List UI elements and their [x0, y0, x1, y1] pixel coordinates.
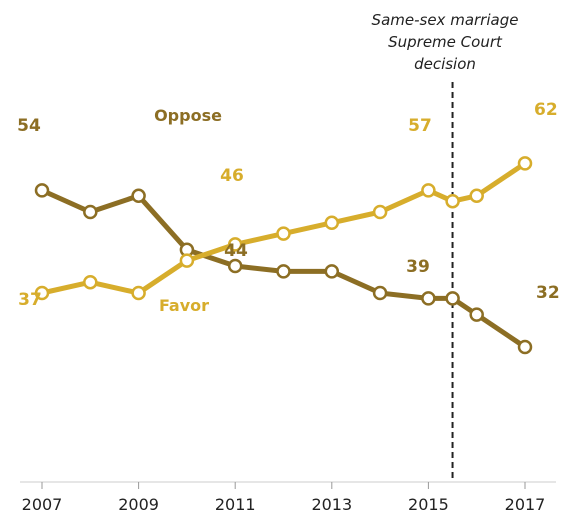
- point-oppose-11: [517, 339, 533, 355]
- point-oppose-6: [324, 264, 340, 279]
- x-tick-label-2007: 2007: [22, 495, 63, 514]
- point-oppose-7: [372, 285, 388, 301]
- point-favor-6: [324, 215, 340, 231]
- favor-label-mid: 46: [220, 166, 244, 186]
- favor-label-last: 62: [534, 100, 558, 120]
- x-tick-label-2011: 2011: [215, 495, 256, 514]
- point-oppose-9: [445, 291, 460, 306]
- point-favor-1: [83, 274, 98, 290]
- point-favor-2: [131, 285, 146, 301]
- point-favor-8: [421, 183, 436, 198]
- annotation-line-1: Same-sex marriage: [372, 11, 519, 29]
- oppose-label-last: 32: [536, 283, 560, 303]
- x-tick-label-2013: 2013: [311, 495, 352, 514]
- favor-label-late: 57: [408, 116, 432, 136]
- point-oppose-0: [34, 183, 50, 198]
- point-favor-7: [372, 204, 388, 220]
- favor-label-first: 37: [18, 290, 42, 310]
- point-oppose-8: [421, 291, 436, 306]
- point-favor-0: [34, 285, 50, 301]
- series-name-favor: Favor: [159, 296, 209, 315]
- series-layer: [34, 156, 533, 355]
- annotation-line-3: decision: [414, 55, 476, 73]
- x-tick-label-2017: 2017: [505, 495, 546, 514]
- point-favor-11: [517, 156, 533, 171]
- point-oppose-2: [131, 188, 146, 204]
- annotation: Same-sex marriage Supreme Court decision: [372, 11, 519, 482]
- x-axis: 2007 2009 2011 2013 2015 2017: [20, 481, 556, 514]
- point-oppose-5: [276, 264, 291, 279]
- point-favor-4: [227, 237, 243, 252]
- point-favor-9: [445, 193, 460, 209]
- x-tick-label-2015: 2015: [408, 495, 449, 514]
- oppose-label-late: 39: [406, 257, 430, 277]
- oppose-label-mid: 44: [224, 241, 248, 261]
- oppose-label-first: 54: [17, 116, 41, 136]
- annotation-line-2: Supreme Court: [388, 33, 503, 51]
- point-favor-3: [179, 253, 195, 268]
- point-oppose-10: [469, 307, 484, 322]
- point-oppose-1: [83, 204, 98, 220]
- series-name-oppose: Oppose: [154, 106, 222, 125]
- x-tick-label-2009: 2009: [118, 495, 159, 514]
- data-labels: 54 44 39 32 37 46 57 62: [17, 100, 560, 310]
- point-favor-5: [276, 226, 291, 241]
- series-name-labels: Oppose Favor: [154, 106, 222, 315]
- point-favor-10: [469, 188, 484, 204]
- point-oppose-4: [227, 258, 243, 274]
